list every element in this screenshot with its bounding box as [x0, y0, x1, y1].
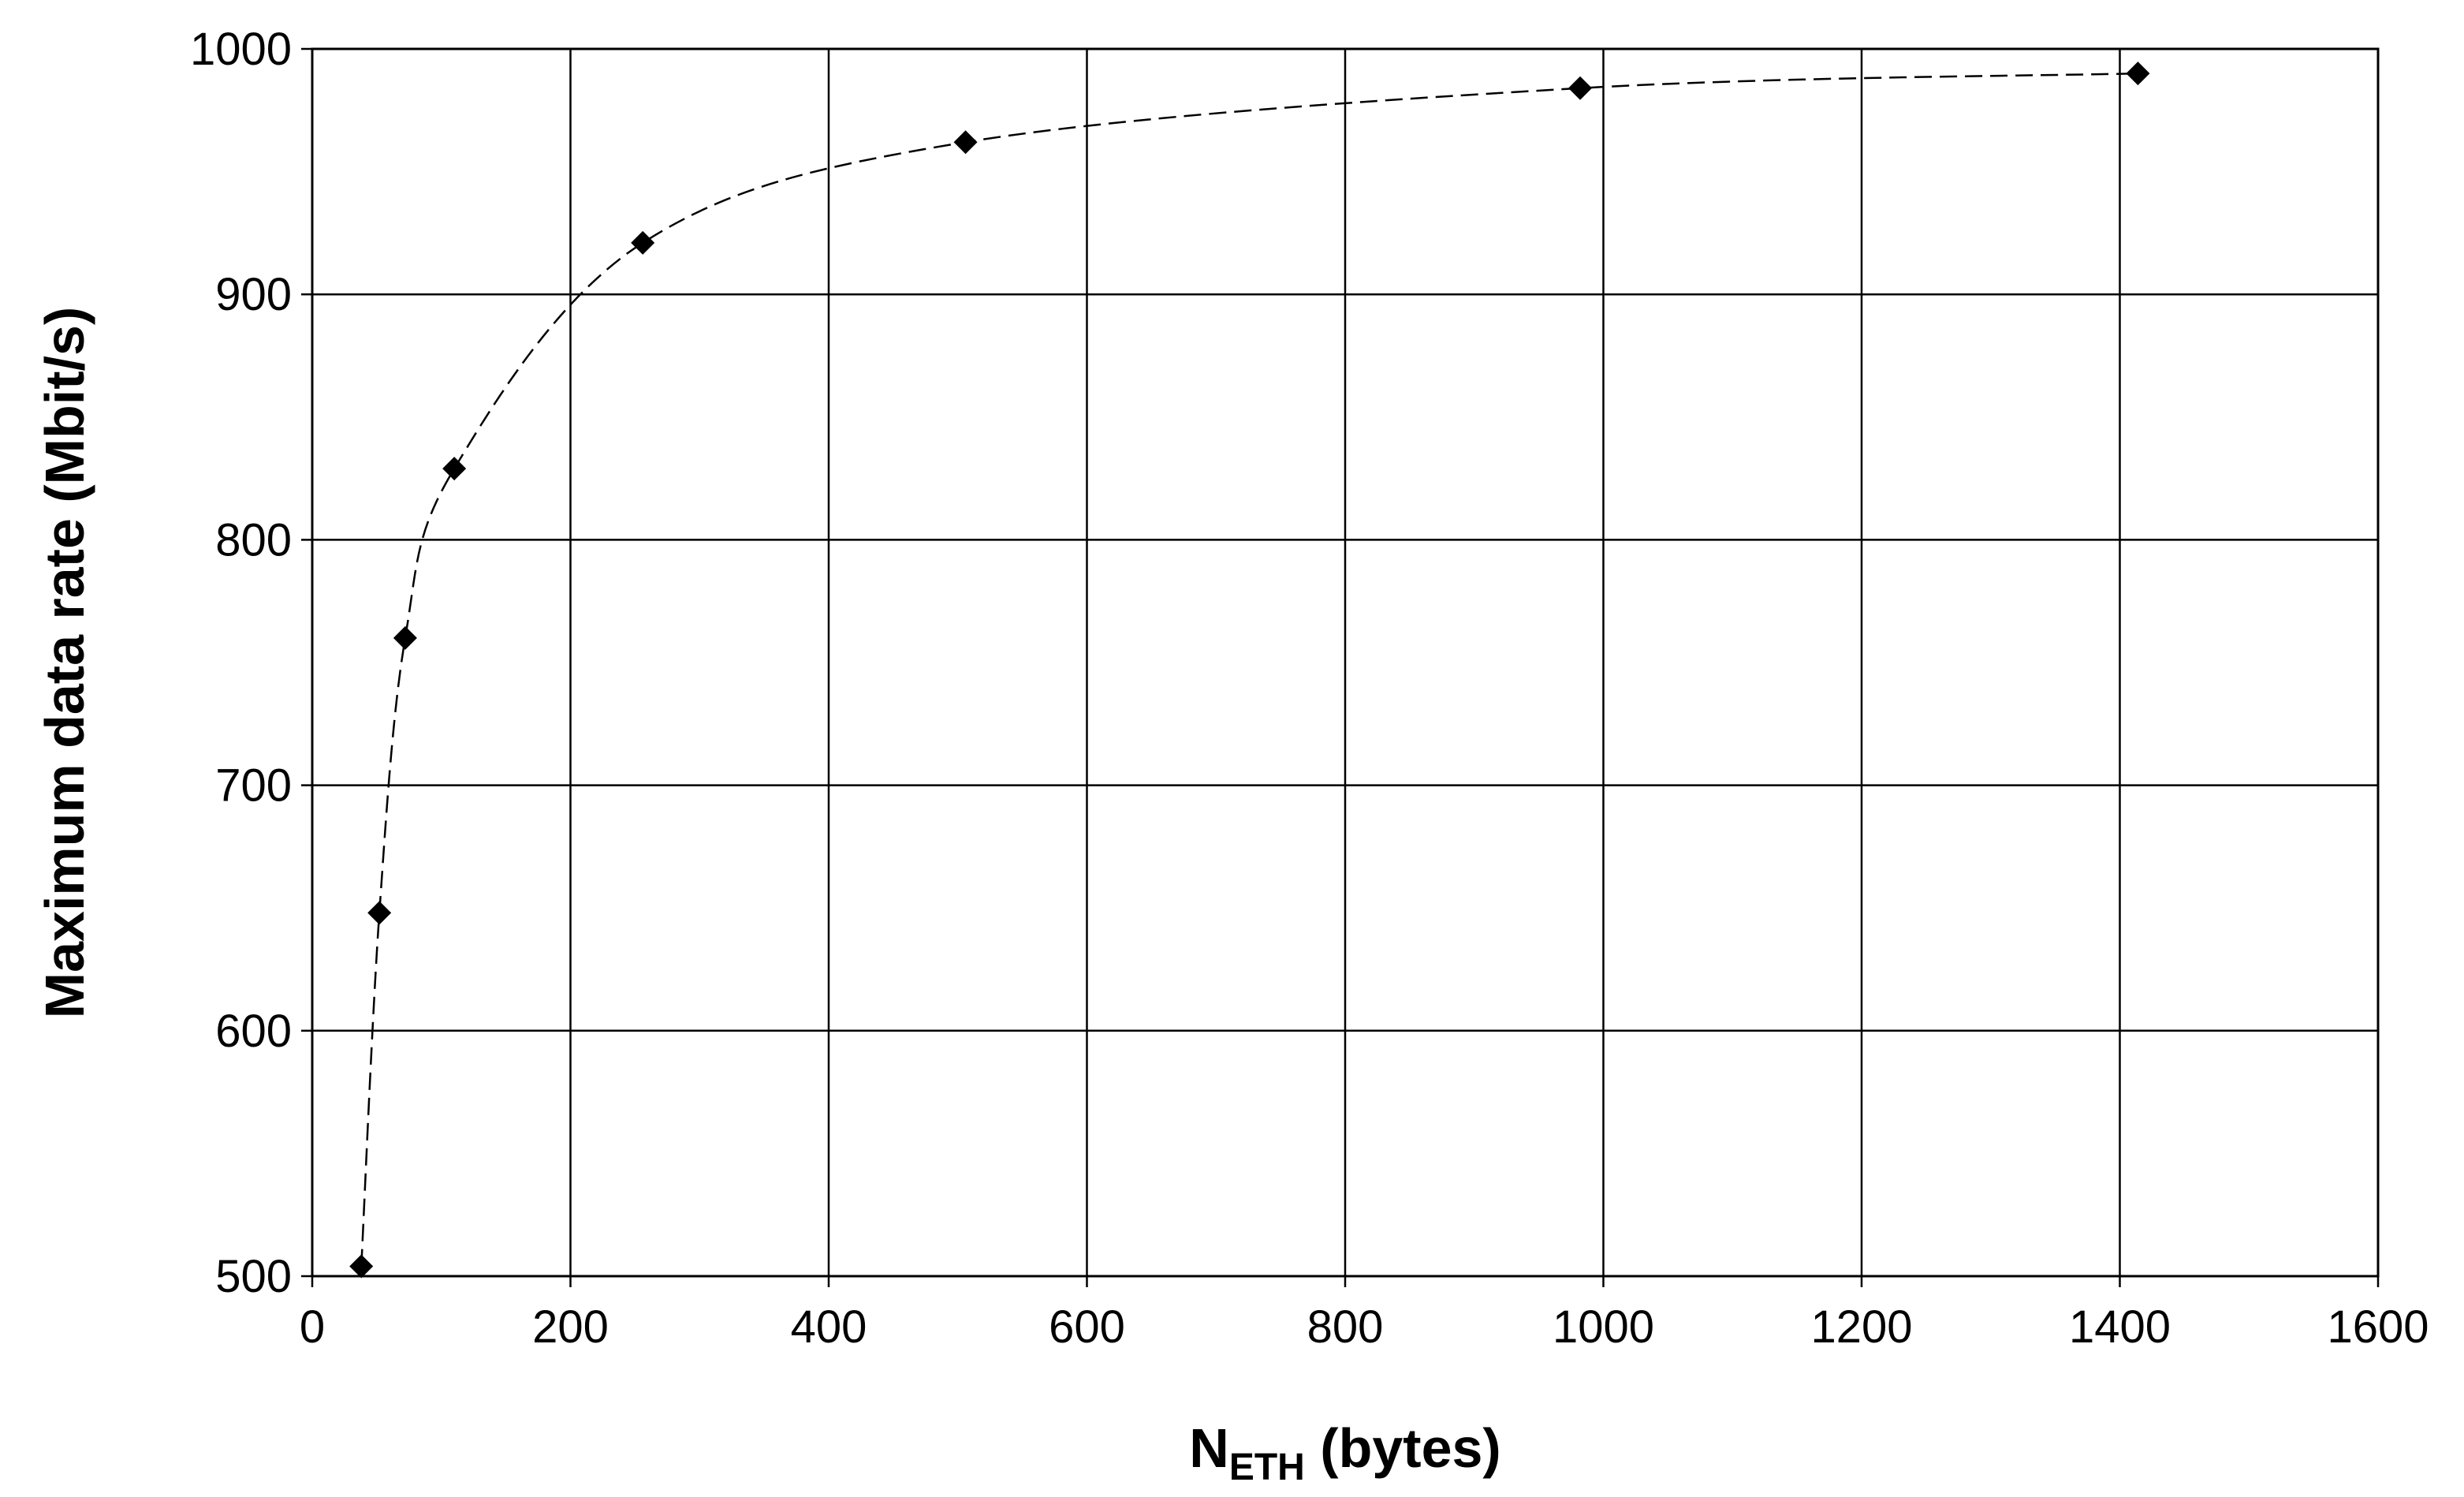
x-tick-label: 800 — [1307, 1301, 1384, 1353]
y-tick-label: 1000 — [190, 24, 292, 75]
data-point — [367, 901, 392, 925]
x-axis-title-subscript: ETH — [1229, 1447, 1305, 1488]
tick-labels: 0 200 400 600 800 1000 1200 1400 1600 500 600 700 80… — [190, 24, 2429, 1353]
x-tick-label: 1200 — [1810, 1301, 1912, 1353]
x-tick-label: 200 — [532, 1301, 609, 1353]
x-tick-label: 1400 — [2069, 1301, 2171, 1353]
x-axis-title: NETH (bytes) — [1189, 1417, 1501, 1488]
data-point — [2126, 62, 2150, 86]
plot-border — [311, 47, 2380, 1278]
y-tick-label: 800 — [215, 514, 292, 566]
x-axis-title-main: N — [1189, 1417, 1229, 1479]
data-point — [631, 230, 655, 255]
x-axis-title-suffix: (bytes) — [1305, 1417, 1501, 1479]
data-point — [953, 130, 978, 155]
data-point — [349, 1254, 374, 1279]
y-tick-label: 700 — [215, 760, 292, 812]
x-tick-label: 600 — [1049, 1301, 1125, 1353]
y-tick-label: 600 — [215, 1006, 292, 1057]
y-axis-title: Maximum data rate (Mbit/s) — [34, 307, 95, 1018]
series — [349, 62, 2150, 1279]
y-tick-label: 900 — [215, 269, 292, 320]
y-tick-label: 500 — [215, 1251, 292, 1302]
x-tick-label: 1000 — [1553, 1301, 1654, 1353]
data-point — [393, 625, 417, 650]
x-tick-label: 0 — [300, 1301, 325, 1353]
x-tick-label: 400 — [791, 1301, 867, 1353]
data-point — [1568, 76, 1593, 100]
data-point — [442, 457, 467, 481]
x-tick-label: 1600 — [2327, 1301, 2429, 1353]
